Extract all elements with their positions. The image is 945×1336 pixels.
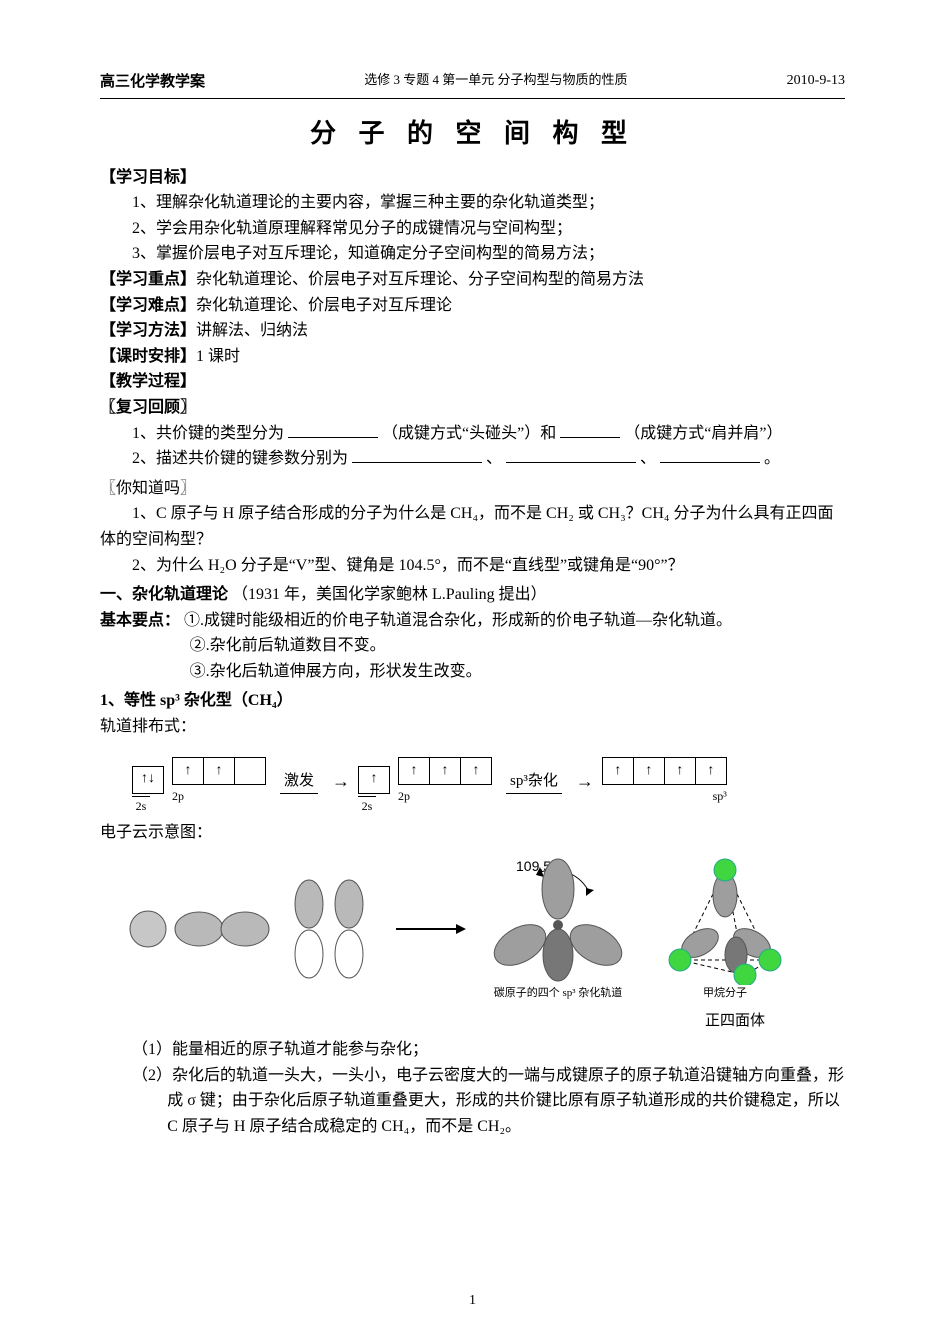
hours-label: 【课时安排】 [100,348,196,365]
orbital-diagram: ↑↓ 2s ↑ ↑ 2p 激发 → ↑ 2s [132,748,845,816]
objective-2: 2、学会用杂化轨道原理解释常见分子的成键情况与空间构型； [100,216,845,242]
review-q2a: 2、描述共价键的键参数分别为 [132,450,348,467]
label-2s-b: 2s [358,796,376,816]
points-label: 基本要点： [100,612,180,629]
box-2p2-b: ↑ [430,757,461,785]
box-sp3-4: ↑ [696,757,727,785]
objectives-label: 【学习目标】 [100,165,845,191]
process-label: 【教学过程】 [100,369,845,395]
objective-1: 1、理解杂化轨道理论的主要内容，掌握三种主要的杂化轨道类型； [100,190,845,216]
cloud-label: 电子云示意图： [100,820,845,846]
focus-text: 杂化轨道理论、价层电子对互斥理论、分子空间构型的简易方法 [196,271,644,288]
theory-subtitle: （1931 年，美国化学家鲍林 L.Pauling 提出） [232,586,547,603]
header-date: 2010-9-13 [787,70,845,94]
orbital-label: 轨道排布式： [100,714,845,740]
blank-5[interactable] [660,446,760,463]
method-text: 讲解法、归纳法 [196,322,308,339]
doyouknow-q2: 2、为什么 H₂O 分子是“V”型、键角是 104.5°，而不是“直线型”或键角… [100,553,845,579]
doyouknow-q1: 1、C 原子与 H 原子结合形成的分子为什么是 CH₄，而不是 CH₂ 或 CH… [100,501,845,552]
review-period: 。 [764,450,780,467]
blank-2[interactable] [560,421,620,438]
review-q1b: （成键方式“头碰头”）和 [382,425,556,442]
methane-molecule [650,855,800,985]
cloud-diagram-row: 109.5 碳原子的四个 sp³ 杂化轨道 [124,855,845,1003]
point-2: ②.杂化前后轨道数目不变。 [100,633,845,659]
box-2p1-b: ↑ [398,757,430,785]
blank-1[interactable] [288,421,378,438]
label-2p-a: 2p [172,787,184,806]
focus-label: 【学习重点】 [100,271,196,288]
objective-3: 3、掌握价层电子对互斥理论，知道确定分子空间构型的简易方法； [100,241,845,267]
label-2p-b: 2p [398,787,410,806]
header-rule [100,98,845,99]
review-q1: 1、共价键的类型分为 （成键方式“头碰头”）和 （成键方式“肩并肩”） [100,421,845,447]
theory-title: 一、杂化轨道理论 [100,586,228,603]
blank-4[interactable] [506,446,636,463]
hybrid-label: sp³杂化 [506,769,562,794]
box-2s-ex: ↑ [358,766,390,794]
box-2p3-b: ↑ [461,757,492,785]
arrow-3 [396,919,466,939]
cloud-cap-2: 甲烷分子 [650,985,800,1003]
label-sp3: sp³ [713,787,727,806]
point-3: ③.杂化后轨道伸展方向，形状发生改变。 [100,659,845,685]
s-p-orbitals [124,874,384,984]
box-sp3-2: ↑ [634,757,665,785]
label-2s-a: 2s [132,796,150,816]
header-mid: 选修 3 专题 4 第一单元 分子构型与物质的性质 [364,70,627,94]
sep1: 、 [486,450,502,467]
hours-text: 1 课时 [196,348,240,365]
difficulty-text: 杂化轨道理论、价层电子对互斥理论 [196,297,452,314]
doyouknow-label: 〖你知道吗〗 [100,476,845,502]
box-2p1-a: ↑ [172,757,204,785]
cloud-cap-1: 碳原子的四个 sp³ 杂化轨道 [478,985,638,1003]
box-2p2-a: ↑ [204,757,235,785]
arrow-2: → [576,767,594,796]
review-label: 〖复习回顾〗 [100,395,845,421]
sp3-heading: 1、等性 sp³ 杂化型（CH₄） [100,688,845,714]
box-sp3-3: ↑ [665,757,696,785]
page-number: 1 [0,1290,945,1312]
review-q1c: （成键方式“肩并肩”） [624,425,782,442]
method-label: 【学习方法】 [100,322,196,339]
review-q1a: 1、共价键的类型分为 [132,425,284,442]
box-2p3-a [235,757,266,785]
box-sp3-1: ↑ [602,757,634,785]
box-2s-before: ↑↓ [132,766,164,794]
sep2: 、 [640,450,656,467]
sp3-lobes: 109.5 [478,855,638,985]
blank-3[interactable] [352,446,482,463]
arrow-1: → [332,767,350,796]
difficulty-label: 【学习难点】 [100,297,196,314]
note-1: （1）能量相近的原子轨道才能参与杂化； [100,1037,845,1063]
note-2: （2）杂化后的轨道一头大，一头小，电子云密度大的一端与成键原子的原子轨道沿键轴方… [100,1063,845,1140]
header-left: 高三化学教学案 [100,70,205,94]
tetra-caption: 正四面体 [100,1009,845,1033]
review-q2: 2、描述共价键的键参数分别为 、 、 。 [100,446,845,472]
page-title: 分 子 的 空 间 构 型 [100,113,845,155]
point-1: ①.成键时能级相近的价电子轨道混合杂化，形成新的价电子轨道—杂化轨道。 [184,612,732,629]
excite-label: 激发 [280,769,318,794]
